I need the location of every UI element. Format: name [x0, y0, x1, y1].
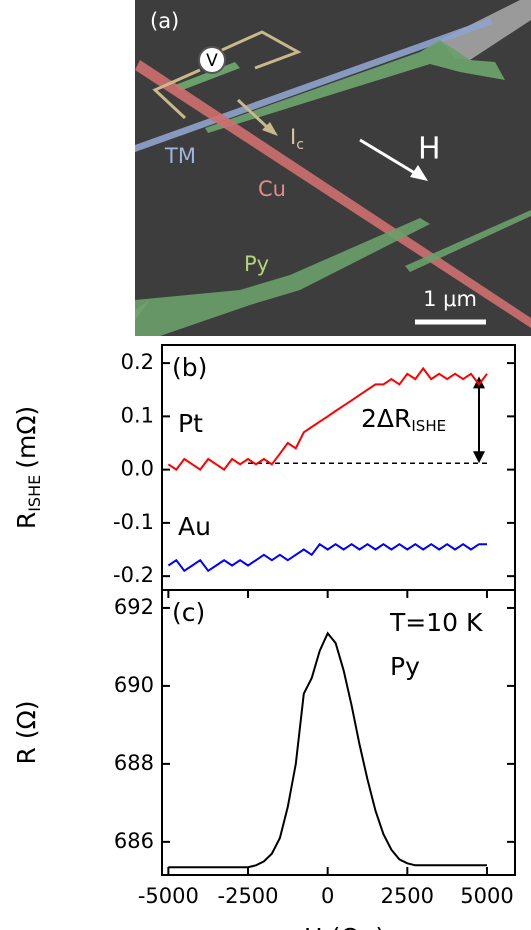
sem-image: V (a) TM Cu Py Ic H 1 μm [135, 0, 531, 336]
data-line [167, 366, 488, 471]
arrow-label-part: ISHE [411, 416, 446, 434]
annotation: T=10 K [389, 608, 483, 637]
plot-frame [161, 344, 516, 591]
current-label: Ic [290, 125, 304, 153]
y-tick-label: 690 [114, 673, 154, 697]
circuit-wire [152, 68, 201, 120]
x-axis-label: H (Oe) [304, 923, 385, 930]
y-tick-label: 0.0 [121, 457, 154, 481]
arrow-label: 2ΔRISHE [361, 404, 446, 435]
y-axis-label-part: (Ω) [12, 701, 41, 740]
y-tick-label: 0.1 [121, 403, 154, 427]
panel-label: (b) [172, 353, 207, 382]
y-tick-label: 688 [114, 751, 154, 775]
field-arrow-head [410, 165, 428, 181]
y-axis-label-part: R [12, 512, 41, 529]
x-tick-label: -2500 [218, 884, 279, 908]
current-sub: c [296, 137, 304, 153]
py-label: Py [244, 252, 269, 276]
y-axis-label: RISHE (mΩ) [12, 406, 44, 529]
tm-label: TM [164, 144, 196, 168]
pad [440, 0, 531, 60]
series-label: Au [178, 512, 211, 541]
arrow-label-part: 2ΔR [361, 404, 411, 433]
series-label: Pt [178, 409, 203, 438]
y-axis-label: R (Ω) [12, 701, 41, 765]
y-tick-label: -0.1 [113, 510, 154, 534]
voltmeter [198, 46, 226, 74]
circuit-wire [221, 30, 302, 70]
current-main: I [290, 125, 296, 149]
arrow-head [472, 376, 485, 389]
y-axis-label-part: (mΩ) [12, 406, 41, 469]
py-strip [405, 210, 531, 272]
y-axis-label-part: R [12, 747, 41, 764]
current-arrow [236, 98, 270, 130]
field-arrow [359, 138, 419, 177]
current-arrow-head [262, 122, 278, 136]
py-strip [175, 62, 240, 91]
x-tick-label: -5000 [138, 884, 199, 908]
field-label: H [418, 132, 441, 167]
data-line [167, 542, 487, 573]
y-tick-label: 0.2 [121, 350, 154, 374]
x-tick-label: 2500 [381, 884, 434, 908]
plot-frame [161, 589, 516, 876]
scale-label: 1 μm [423, 287, 477, 311]
data-line [168, 631, 487, 869]
py-strip [205, 40, 505, 133]
y-tick-label: -0.2 [113, 563, 154, 587]
series-label: Py [390, 652, 420, 681]
voltage-label: V [206, 51, 218, 71]
panel-label: (c) [172, 598, 205, 627]
y-tick-label: 686 [114, 829, 154, 853]
py-pad [135, 218, 430, 336]
x-tick-label: 0 [321, 884, 334, 908]
y-axis-label-part: ISHE [25, 475, 44, 512]
arrow-head [472, 451, 485, 464]
cu-label: Cu [258, 177, 286, 201]
x-tick-label: 5000 [460, 884, 513, 908]
panel-label: (a) [150, 9, 179, 33]
y-tick-label: 692 [114, 595, 154, 619]
